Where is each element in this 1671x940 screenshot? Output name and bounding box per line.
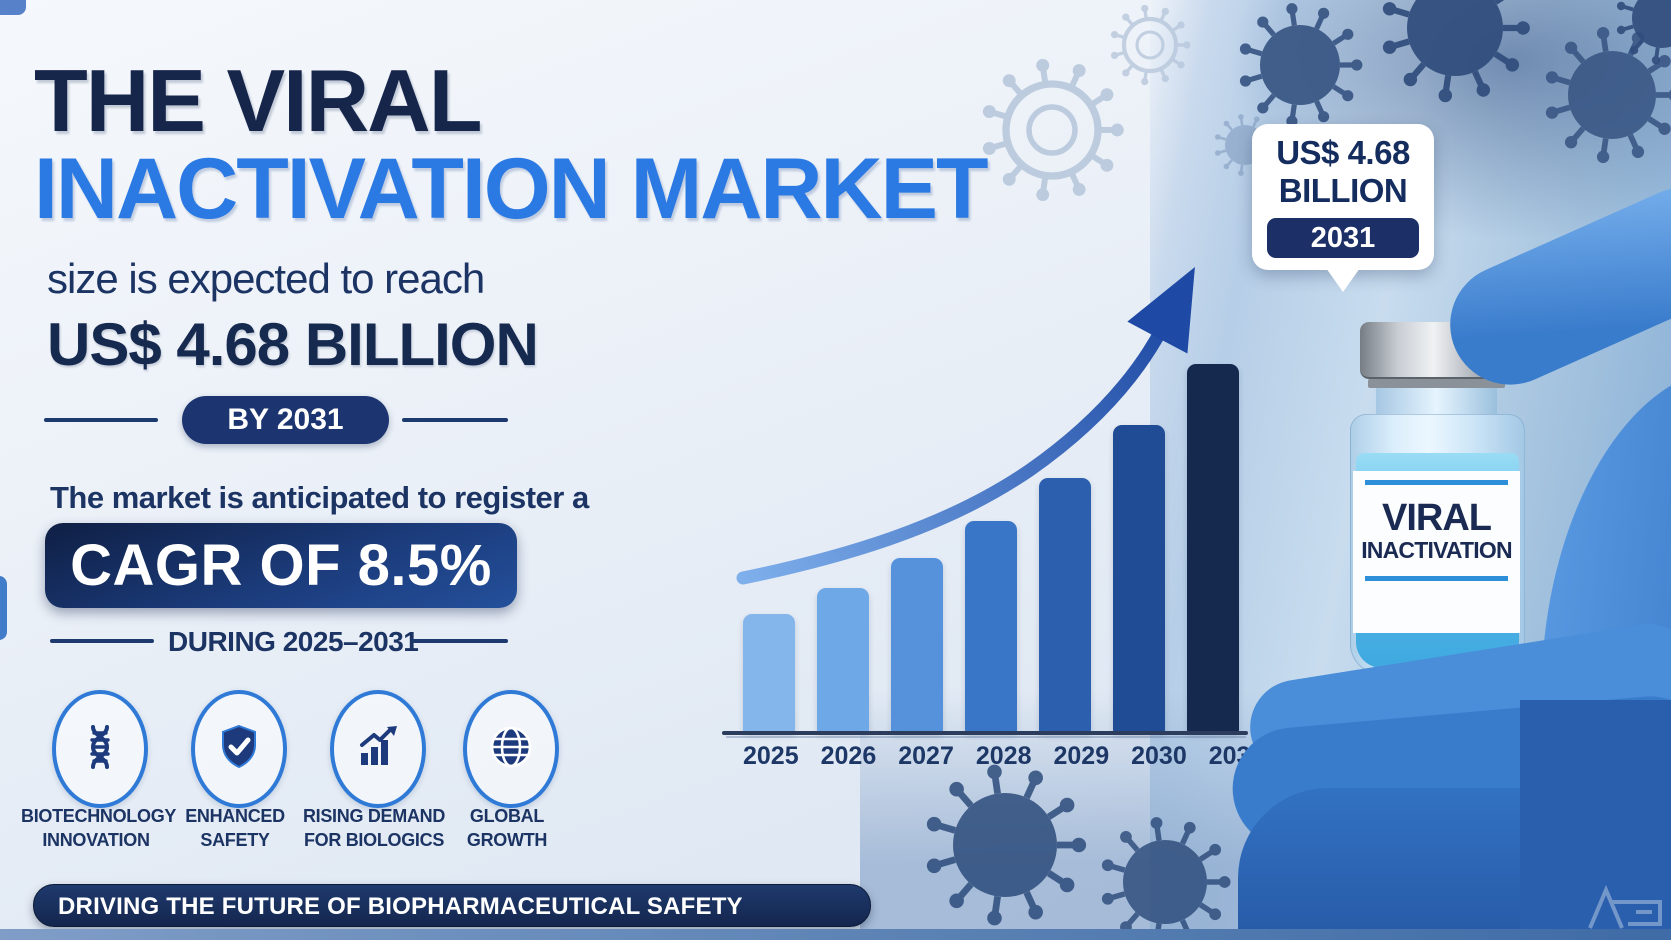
chart-baseline-shadow [726, 736, 1246, 738]
callout-year-badge: 2031 [1267, 218, 1419, 258]
callout-amount-line2: BILLION [1278, 172, 1408, 209]
by-year-badge: BY 2031 [182, 396, 389, 444]
vial-neck [1376, 388, 1497, 416]
x-tick-2027: 2027 [898, 742, 954, 770]
market-value: US$ 4.68 BILLION [47, 311, 539, 378]
shield-check-icon [215, 723, 263, 776]
bottom-strip [0, 929, 1671, 940]
watermark-logo [1588, 884, 1662, 929]
divider-line [44, 418, 158, 422]
feature-label: BIOTECHNOLOGY INNOVATION [21, 806, 177, 850]
bar-2028 [965, 521, 1017, 733]
callout-tail [1326, 268, 1360, 292]
dna-icon [76, 723, 124, 776]
x-tick-2028: 2028 [975, 742, 1032, 770]
bar-2029 [1039, 478, 1091, 733]
feature-global-growth [463, 690, 559, 808]
title-line2: INACTIVATION MARKET [34, 141, 989, 237]
bar-2027 [891, 558, 943, 733]
x-tick-2029: 2029 [1053, 742, 1110, 770]
label-stripe-top [1365, 480, 1508, 485]
feature-label: GLOBAL GROWTH [466, 806, 548, 850]
vial-label-line1: VIRAL [1382, 497, 1492, 539]
bar-chart [743, 364, 1239, 733]
callout-amount-line1: US$ 4.68 [1276, 134, 1410, 171]
value-callout: US$ 4.68 BILLION 2031 [1252, 124, 1434, 292]
bar-2030 [1113, 425, 1165, 733]
globe-icon [487, 723, 535, 776]
virus-icon [982, 58, 1124, 202]
feature-biotechnology-innovation [52, 690, 148, 808]
vial-cap-band [1368, 379, 1505, 388]
cagr-value-box: CAGR OF 8.5% [45, 523, 517, 608]
feature-rising-demand [330, 690, 426, 808]
x-tick-2030: 2030 [1131, 742, 1187, 770]
divider-line [402, 418, 508, 422]
title-line1: THE VIRAL [34, 51, 482, 150]
x-tick-2025: 2025 [743, 742, 799, 770]
chart-baseline [722, 731, 1248, 735]
feature-label: ENHANCED SAFETY [185, 806, 285, 850]
edge-accent [0, 576, 7, 640]
x-tick-2026: 2026 [820, 742, 877, 770]
cagr-period: DURING 2025–2031 [168, 626, 419, 657]
vial-label: VIRAL INACTIVATION [1353, 471, 1520, 633]
label-stripe-bottom [1365, 576, 1508, 581]
feature-enhanced-safety [191, 690, 287, 808]
feature-label: RISING DEMAND FOR BIOLOGICS [302, 806, 446, 850]
corner-accent [0, 0, 26, 15]
bar-2031 [1187, 364, 1239, 733]
divider-line [50, 639, 154, 643]
footer-banner: DRIVING THE FUTURE OF BIOPHARMACEUTICAL … [33, 884, 871, 940]
lead-text: size is expected to reach [47, 255, 485, 302]
growth-chart-icon [354, 723, 402, 776]
bar-2026 [817, 588, 869, 733]
vial-body: VIRAL INACTIVATION [1350, 414, 1525, 674]
cagr-lead-text: The market is anticipated to register a [50, 480, 589, 515]
bar-2025 [743, 614, 795, 733]
vial-label-line2: INACTIVATION [1361, 537, 1512, 563]
x-axis: 2025 2026 2027 2028 2029 2030 2031 [743, 742, 1264, 771]
vaccine-vial: VIRAL INACTIVATION [1350, 322, 1525, 674]
divider-line [412, 639, 508, 643]
